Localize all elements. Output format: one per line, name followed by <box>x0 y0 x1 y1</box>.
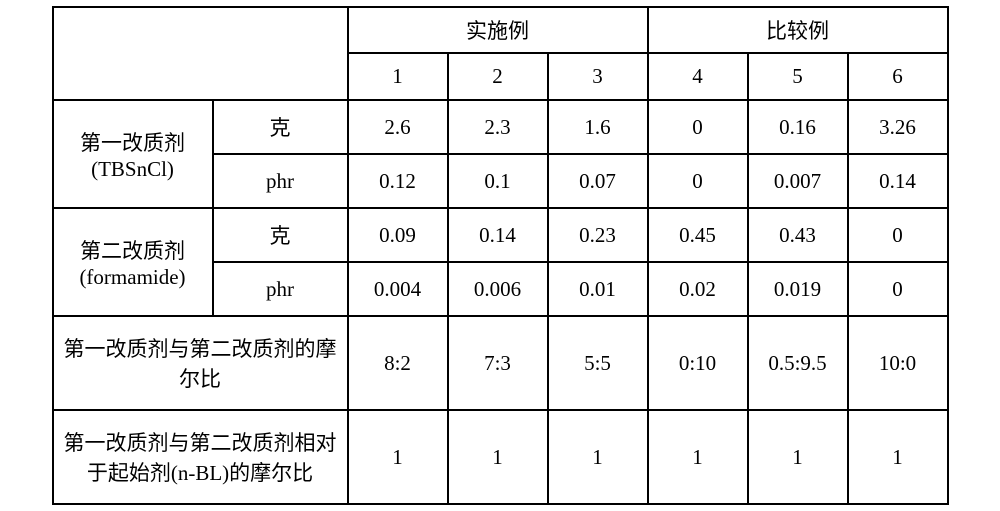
header-group-row: 实施例 比较例 <box>53 7 948 53</box>
row-label-line: (TBSnCl) <box>54 157 212 182</box>
col-num: 1 <box>348 53 448 100</box>
val-cell: 0.14 <box>448 208 548 262</box>
val-cell: 0 <box>848 208 948 262</box>
row-label-line: (formamide) <box>54 265 212 290</box>
unit-cell: phr <box>213 154 348 208</box>
val-cell: 0.006 <box>448 262 548 316</box>
val-cell: 1 <box>348 410 448 504</box>
val-cell: 0.14 <box>848 154 948 208</box>
val-cell: 0.45 <box>648 208 748 262</box>
val-cell: 0.01 <box>548 262 648 316</box>
row-mod2-g: 第二改质剂 (formamide) 克 0.09 0.14 0.23 0.45 … <box>53 208 948 262</box>
row-label-line: 第一改质剂与第二改质剂的摩 <box>54 333 347 363</box>
col-num: 4 <box>648 53 748 100</box>
row-mod1-g: 第一改质剂 (TBSnCl) 克 2.6 2.3 1.6 0 0.16 3.26 <box>53 100 948 154</box>
val-cell: 1 <box>848 410 948 504</box>
col-num: 6 <box>848 53 948 100</box>
val-cell: 3.26 <box>848 100 948 154</box>
val-cell: 0 <box>848 262 948 316</box>
val-cell: 1 <box>448 410 548 504</box>
row-ratio-2: 第一改质剂与第二改质剂相对 于起始剂(n-BL)的摩尔比 1 1 1 1 1 1 <box>53 410 948 504</box>
val-cell: 0.02 <box>648 262 748 316</box>
val-cell: 2.3 <box>448 100 548 154</box>
unit-cell: phr <box>213 262 348 316</box>
val-cell: 0.5:9.5 <box>748 316 848 410</box>
col-num: 5 <box>748 53 848 100</box>
val-cell: 0:10 <box>648 316 748 410</box>
data-table: 实施例 比较例 1 2 3 4 5 6 第一改质剂 (TBSnCl) 克 2.6… <box>52 6 949 505</box>
val-cell: 8:2 <box>348 316 448 410</box>
row-label-line: 第二改质剂 <box>54 235 212 265</box>
row-label-ratio2: 第一改质剂与第二改质剂相对 于起始剂(n-BL)的摩尔比 <box>53 410 348 504</box>
row-label-line: 尔比 <box>54 363 347 393</box>
val-cell: 0.23 <box>548 208 648 262</box>
row-label-line: 第一改质剂 <box>54 127 212 157</box>
row-label-line: 第一改质剂与第二改质剂相对 <box>54 427 347 457</box>
header-blank <box>53 7 348 100</box>
val-cell: 7:3 <box>448 316 548 410</box>
val-cell: 0 <box>648 154 748 208</box>
val-cell: 10:0 <box>848 316 948 410</box>
val-cell: 0.16 <box>748 100 848 154</box>
val-cell: 0 <box>648 100 748 154</box>
val-cell: 0.004 <box>348 262 448 316</box>
row-ratio-1: 第一改质剂与第二改质剂的摩 尔比 8:2 7:3 5:5 0:10 0.5:9.… <box>53 316 948 410</box>
row-label-line: 于起始剂(n-BL)的摩尔比 <box>54 457 347 487</box>
unit-cell: 克 <box>213 208 348 262</box>
row-label-mod2: 第二改质剂 (formamide) <box>53 208 213 316</box>
header-group-examples: 实施例 <box>348 7 648 53</box>
row-label-ratio1: 第一改质剂与第二改质剂的摩 尔比 <box>53 316 348 410</box>
val-cell: 0.09 <box>348 208 448 262</box>
val-cell: 1 <box>548 410 648 504</box>
val-cell: 0.007 <box>748 154 848 208</box>
unit-cell: 克 <box>213 100 348 154</box>
val-cell: 0.07 <box>548 154 648 208</box>
row-label-mod1: 第一改质剂 (TBSnCl) <box>53 100 213 208</box>
val-cell: 0.12 <box>348 154 448 208</box>
val-cell: 5:5 <box>548 316 648 410</box>
val-cell: 0.019 <box>748 262 848 316</box>
val-cell: 2.6 <box>348 100 448 154</box>
val-cell: 0.1 <box>448 154 548 208</box>
val-cell: 0.43 <box>748 208 848 262</box>
val-cell: 1 <box>748 410 848 504</box>
val-cell: 1 <box>648 410 748 504</box>
val-cell: 1.6 <box>548 100 648 154</box>
header-group-comparisons: 比较例 <box>648 7 948 53</box>
col-num: 3 <box>548 53 648 100</box>
col-num: 2 <box>448 53 548 100</box>
